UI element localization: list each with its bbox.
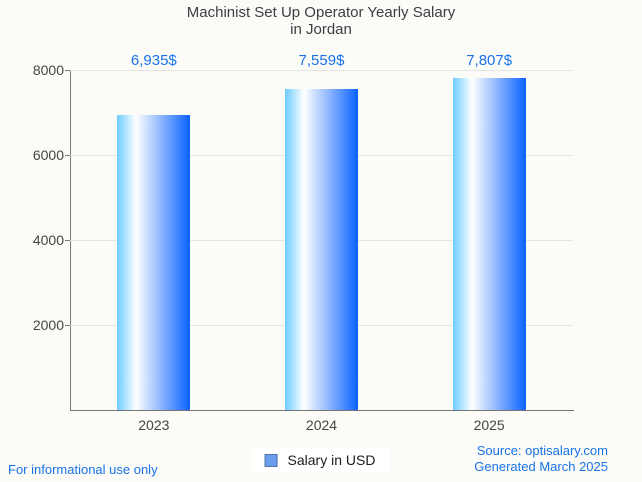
y-axis-tick <box>65 69 70 71</box>
disclaimer-note: For informational use only <box>8 462 158 477</box>
chart-title-line1: Machinist Set Up Operator Yearly Salary <box>186 4 456 21</box>
y-tick-label: 4000 <box>32 232 64 248</box>
bar-value-label: 7,559$ <box>298 52 345 69</box>
bar-2025 <box>452 78 526 410</box>
x-tick-label: 2024 <box>305 417 338 433</box>
bar-value-label: 7,807$ <box>466 52 513 69</box>
y-axis-tick <box>65 239 70 241</box>
gridline <box>70 69 573 71</box>
y-axis-tick <box>65 324 70 326</box>
legend: Salary in USD <box>252 447 390 473</box>
x-axis-line <box>70 410 574 411</box>
y-axis-tick <box>65 154 70 156</box>
bar-value-label: 6,935$ <box>130 52 177 69</box>
bar-2023 <box>117 115 191 410</box>
bar-2024 <box>285 88 358 410</box>
chart-title: Machinist Set Up Operator Yearly Salary … <box>0 4 642 38</box>
chart-title-line2: in Jordan <box>290 21 352 38</box>
y-tick-label: 6000 <box>32 147 64 163</box>
x-tick-label: 2023 <box>138 417 170 433</box>
generated-line: Generated March 2025 <box>474 459 608 474</box>
source-line: Source: optisalary.com <box>476 443 608 458</box>
y-tick-label: 2000 <box>32 317 64 333</box>
source-note: Source: optisalary.com Generated March 2… <box>474 443 608 475</box>
legend-label: Salary in USD <box>287 452 376 468</box>
x-tick-label: 2025 <box>473 417 505 433</box>
legend-swatch-icon <box>264 453 278 467</box>
y-tick-label: 8000 <box>32 62 64 78</box>
